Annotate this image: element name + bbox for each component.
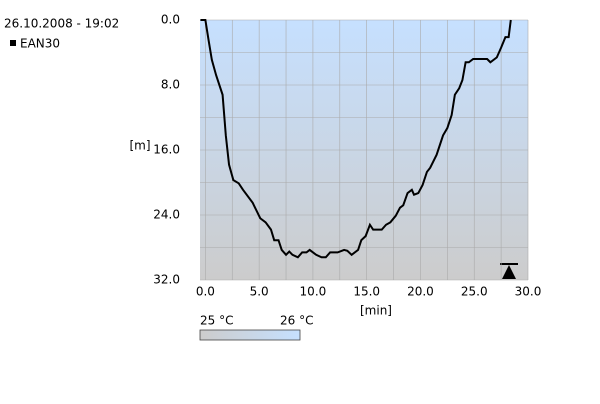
x-tick-label: 25.0 <box>461 285 488 299</box>
temp-low: 25 °C <box>200 314 233 328</box>
y-tick-label: 24.0 <box>153 208 180 222</box>
line <box>200 19 512 259</box>
timestamp: 26.10.2008 - 19:02 <box>4 17 119 31</box>
x-tick-label: 0.0 <box>196 285 215 299</box>
x-tick-label: 5.0 <box>250 285 269 299</box>
x-tick-label: 10.0 <box>300 285 327 299</box>
marker-triangle <box>502 265 516 279</box>
y-tick-label: 0.0 <box>161 13 180 27</box>
x-tick-label: 20.0 <box>407 285 434 299</box>
y-tick-label: 8.0 <box>161 78 180 92</box>
legend-swatch <box>10 40 16 46</box>
y-tick-label: 32.0 <box>153 273 180 287</box>
x-tick-label: 30.0 <box>515 285 542 299</box>
temp-high: 26 °C <box>280 314 313 328</box>
y-axis-label: [m] <box>129 139 150 153</box>
y-tick-label: 16.0 <box>153 143 180 157</box>
x-axis-label: [min] <box>360 304 392 318</box>
x-tick-label: 15.0 <box>353 285 380 299</box>
legend-label: EAN30 <box>20 37 60 51</box>
temp-bar <box>199 329 301 341</box>
